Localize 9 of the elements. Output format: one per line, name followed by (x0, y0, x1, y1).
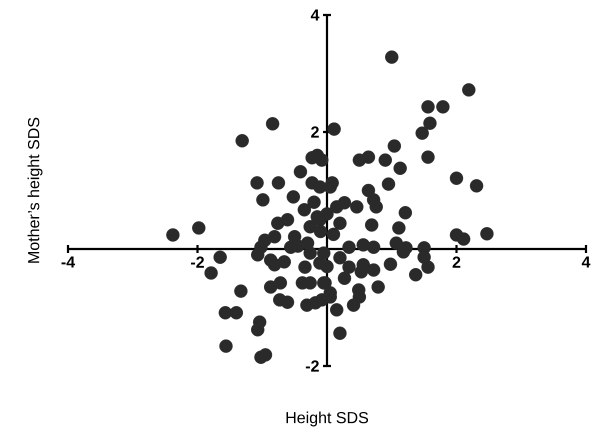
x-tick-label: -4 (62, 256, 76, 268)
x-axis-title: Height SDS (286, 412, 368, 426)
y-tick-label: -2 (306, 360, 319, 372)
y-tick-label: 4 (310, 10, 320, 21)
x-tick-label: 2 (452, 256, 460, 268)
x-tick-label: 4 (582, 256, 590, 268)
y-axis-title: Mother’s height SDS (28, 118, 42, 263)
y-tick-label: 2 (311, 126, 319, 138)
x-tick-label: -2 (191, 256, 204, 268)
